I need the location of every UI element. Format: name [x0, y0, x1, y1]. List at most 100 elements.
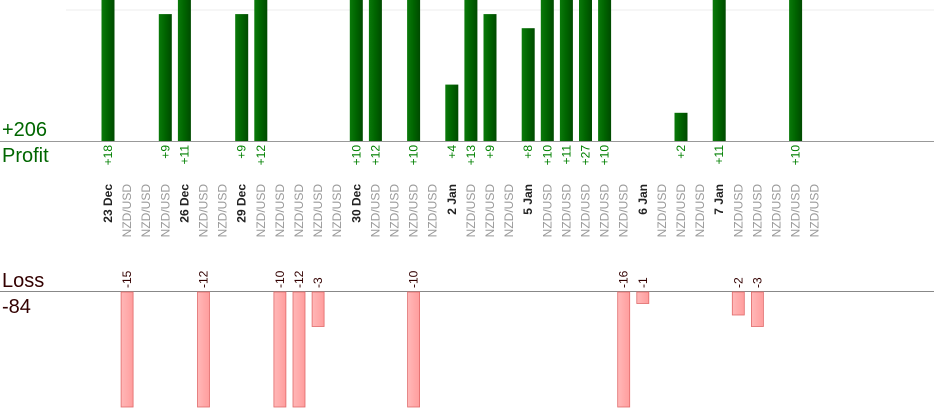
- pair-label: NZD/USD: [598, 184, 612, 238]
- profit-value-label: +10: [407, 145, 421, 166]
- label-layer: +18 -15 +9 +11 -12 +9 +12 -10 -12 -3 +10 +12 +10 -10 +…: [101, 145, 803, 288]
- pair-label: NZD/USD: [674, 184, 688, 238]
- pair-label: NZD/USD: [483, 184, 497, 238]
- loss-bar: [292, 291, 306, 408]
- pair-label: NZD/USD: [540, 184, 554, 238]
- profit-bar: [158, 14, 172, 142]
- loss-value-label: -12: [292, 270, 306, 288]
- loss-bar: [311, 291, 325, 327]
- profit-bar: [559, 0, 573, 141]
- profit-bar: [464, 0, 478, 141]
- bar-layer: [101, 0, 803, 408]
- loss-bar: [617, 291, 631, 408]
- date-label: 29 Dec: [235, 184, 249, 223]
- date-label: 5 Jan: [521, 184, 535, 215]
- profit-bar: [789, 0, 803, 141]
- pair-label: NZD/USD: [368, 184, 382, 238]
- pair-label: NZD/USD: [617, 184, 631, 238]
- pair-label: NZD/USD: [311, 184, 325, 238]
- profit-bar: [598, 0, 612, 141]
- profit-value-label: +11: [559, 145, 573, 165]
- loss-value-label: -1: [636, 277, 650, 288]
- profit-value-label: +11: [712, 145, 726, 165]
- profit-bar: [235, 14, 249, 142]
- loss-bar: [636, 291, 650, 304]
- profit-value-label: +10: [598, 145, 612, 166]
- pair-label: NZD/USD: [579, 184, 593, 238]
- loss-value-label: -16: [617, 270, 631, 288]
- loss-bar: [120, 291, 134, 408]
- pair-label: NZD/USD: [464, 184, 478, 238]
- profit-bar: [368, 0, 382, 141]
- pair-label: NZD/USD: [254, 184, 268, 238]
- pair-label: NZD/USD: [216, 184, 230, 238]
- pair-label: NZD/USD: [426, 184, 440, 238]
- profit-value-label: +10: [349, 145, 363, 166]
- loss-value-label: -12: [197, 270, 211, 288]
- loss-value-label: -3: [750, 277, 764, 288]
- pair-label: NZD/USD: [197, 184, 211, 238]
- profit-value-label: +9: [235, 145, 249, 159]
- profit-value-label: +9: [483, 145, 497, 159]
- date-label: 26 Dec: [177, 184, 191, 223]
- loss-label: Loss: [2, 270, 45, 292]
- loss-value-label: -2: [731, 277, 745, 288]
- profit-bar: [674, 112, 688, 141]
- date-label: 2 Jan: [445, 184, 459, 215]
- profit-total: +206: [2, 119, 48, 141]
- loss-bar: [273, 291, 287, 408]
- pair-label: NZD/USD: [789, 184, 803, 238]
- profit-bar: [177, 0, 191, 141]
- profit-value-label: +12: [368, 145, 382, 166]
- pair-label: NZD/USD: [292, 184, 306, 238]
- pair-label: NZD/USD: [388, 184, 402, 238]
- loss-bar: [197, 291, 210, 408]
- profit-value-label: +8: [521, 145, 535, 159]
- pair-label: NZD/USD: [655, 184, 669, 238]
- profit-value-label: +27: [579, 145, 593, 166]
- pair-label: NZD/USD: [750, 184, 764, 238]
- profit-bar: [101, 0, 115, 141]
- profit-bar: [349, 0, 363, 141]
- loss-total: -84: [2, 296, 31, 318]
- date-label: 6 Jan: [636, 184, 650, 215]
- profit-bar: [540, 0, 554, 141]
- profit-value-label: +11: [177, 145, 191, 165]
- pair-label: NZD/USD: [273, 184, 287, 238]
- loss-value-label: -15: [120, 270, 134, 288]
- category-labels: 23 Dec NZD/USD NZD/USD NZD/USD 26 Dec NZD/USD…: [101, 184, 822, 238]
- profit-value-label: +4: [445, 145, 459, 159]
- profit-label: Profit: [2, 145, 49, 167]
- profit-value-label: +2: [674, 145, 688, 159]
- profit-bar: [579, 0, 592, 141]
- profit-bar: [254, 0, 268, 141]
- profit-value-label: +10: [789, 145, 803, 166]
- pair-label: NZD/USD: [120, 184, 134, 238]
- profit-bar: [407, 0, 421, 141]
- pair-label: NZD/USD: [139, 184, 153, 238]
- profit-bar: [712, 0, 726, 141]
- profit-value-label: +13: [464, 145, 478, 166]
- loss-value-label: -10: [273, 270, 287, 288]
- loss-bar: [751, 291, 764, 327]
- profit-value-label: +18: [101, 145, 115, 166]
- pair-label: NZD/USD: [693, 184, 707, 238]
- profit-bar: [445, 84, 459, 141]
- pair-label: NZD/USD: [559, 184, 573, 238]
- pair-label: NZD/USD: [330, 184, 344, 238]
- pair-label: NZD/USD: [158, 184, 172, 238]
- loss-bar: [731, 291, 745, 316]
- pair-label: NZD/USD: [502, 184, 516, 238]
- pair-label: NZD/USD: [407, 184, 421, 238]
- loss-value-label: -3: [311, 277, 325, 288]
- date-label: 30 Dec: [349, 184, 363, 223]
- loss-value-label: -10: [407, 270, 421, 288]
- loss-bar: [407, 291, 421, 408]
- profit-bar: [483, 14, 497, 142]
- pair-label: NZD/USD: [731, 184, 745, 238]
- date-label: 7 Jan: [712, 184, 726, 215]
- profit-value-label: +12: [254, 145, 268, 166]
- profit-value-label: +9: [158, 145, 172, 159]
- profit-value-label: +10: [540, 145, 554, 166]
